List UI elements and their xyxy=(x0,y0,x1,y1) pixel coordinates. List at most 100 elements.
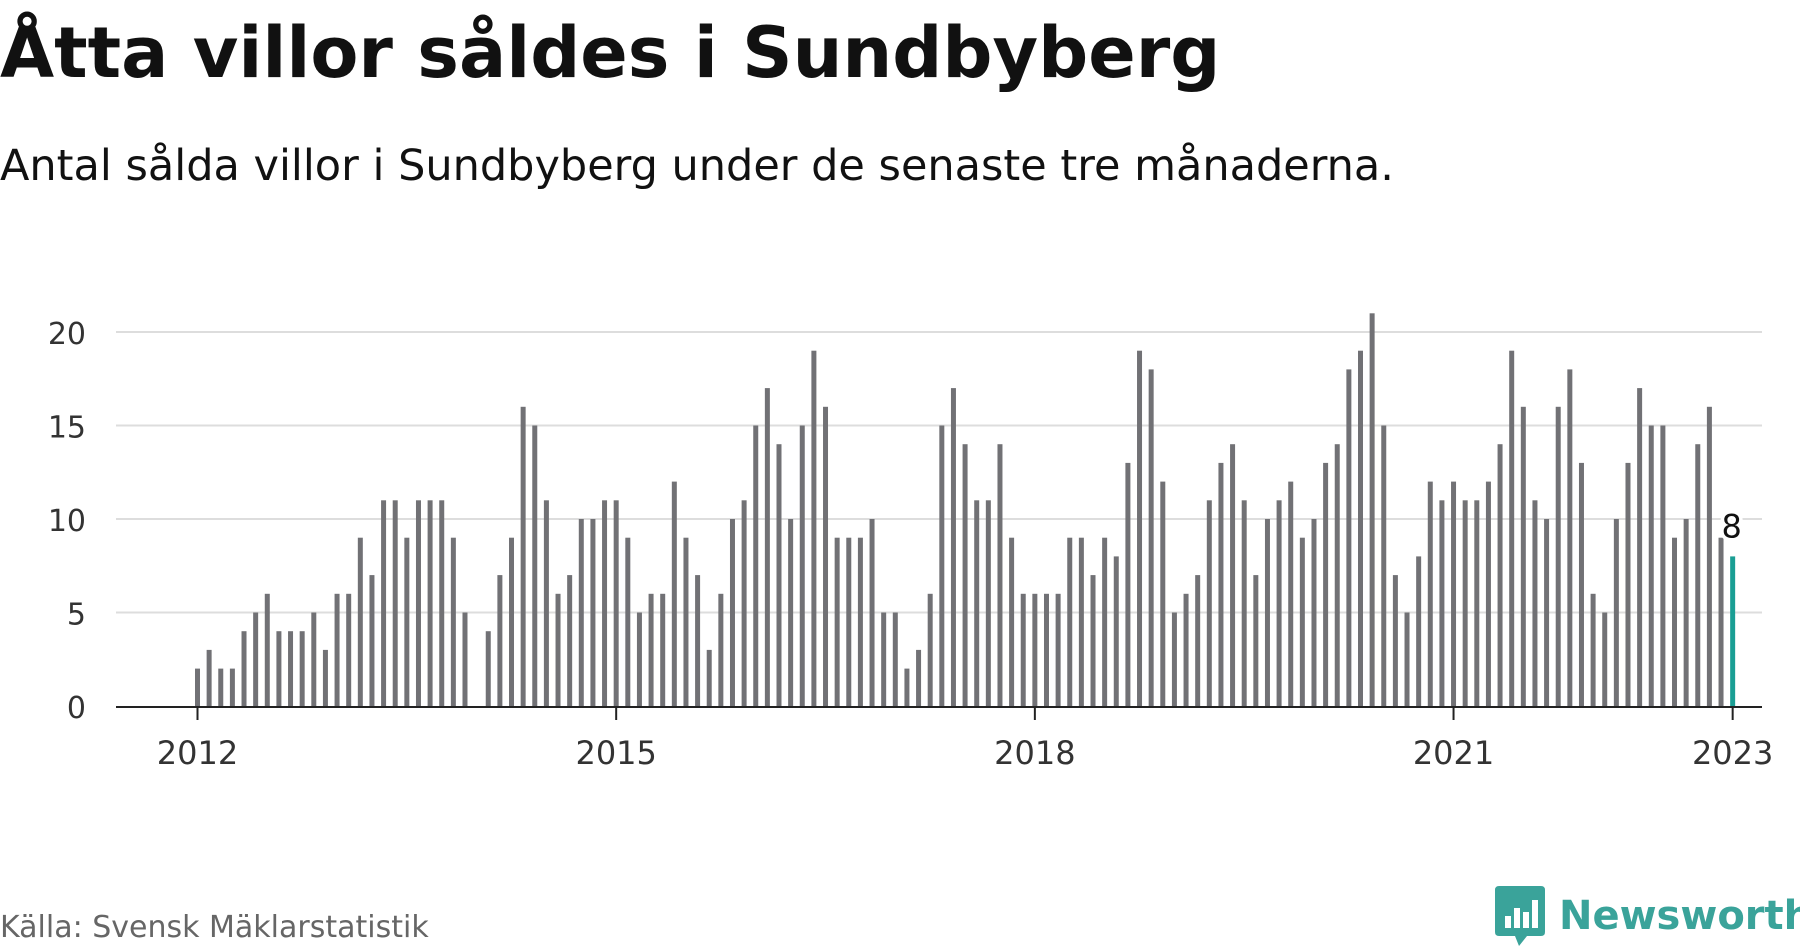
bar xyxy=(1381,425,1387,706)
bar xyxy=(218,668,224,706)
bar xyxy=(1544,519,1550,706)
bar xyxy=(648,593,654,706)
bar xyxy=(578,519,584,706)
bar xyxy=(1683,519,1689,706)
bar xyxy=(1451,481,1457,706)
bar xyxy=(997,444,1003,706)
bar xyxy=(1043,593,1049,706)
bar xyxy=(1346,369,1352,706)
bar xyxy=(253,612,259,706)
bar xyxy=(1520,406,1526,706)
x-tick-label: 2023 xyxy=(1692,734,1773,772)
bar xyxy=(869,519,875,706)
bar xyxy=(846,537,852,706)
bar xyxy=(881,612,887,706)
bar xyxy=(1078,537,1084,706)
y-tick-label: 20 xyxy=(48,317,86,352)
bar xyxy=(636,612,642,706)
bar xyxy=(1497,444,1503,706)
bar xyxy=(299,631,305,706)
bar xyxy=(462,612,468,706)
brand-logo: Newsworthy xyxy=(1495,884,1800,948)
bar xyxy=(1218,462,1224,706)
bar xyxy=(509,537,515,706)
bar xyxy=(276,631,282,706)
bar xyxy=(381,500,387,706)
bar xyxy=(1276,500,1282,706)
bar xyxy=(1148,369,1154,706)
bar xyxy=(1485,481,1491,706)
bar xyxy=(450,537,456,706)
bar xyxy=(1264,519,1270,706)
bar xyxy=(357,537,363,706)
bar xyxy=(985,500,991,706)
bar xyxy=(1404,612,1410,706)
bar xyxy=(613,500,619,706)
bar xyxy=(625,537,631,706)
bar xyxy=(1230,444,1236,706)
bar xyxy=(1334,444,1340,706)
bar xyxy=(1206,500,1212,706)
bar xyxy=(1369,313,1375,706)
bar xyxy=(1392,575,1398,706)
newsworthy-logo-icon xyxy=(1495,886,1545,946)
bar xyxy=(1509,350,1515,706)
bar xyxy=(916,649,922,706)
bar xyxy=(206,649,212,706)
bar xyxy=(439,500,445,706)
bar xyxy=(718,593,724,706)
bar xyxy=(1171,612,1177,706)
x-tick-label: 2018 xyxy=(994,734,1075,772)
bar xyxy=(311,612,317,706)
bar xyxy=(392,500,398,706)
bar xyxy=(1113,556,1119,706)
bar xyxy=(1311,519,1317,706)
bar xyxy=(1625,462,1631,706)
bar xyxy=(195,668,200,706)
bar xyxy=(404,537,410,706)
bar xyxy=(346,593,352,706)
bar xyxy=(1648,425,1654,706)
bar xyxy=(1474,500,1480,706)
bar xyxy=(927,593,933,706)
bar xyxy=(1660,425,1666,706)
bar xyxy=(660,593,666,706)
bar xyxy=(1253,575,1259,706)
bar xyxy=(485,631,491,706)
bar xyxy=(1090,575,1096,706)
bar xyxy=(1613,519,1619,706)
bar xyxy=(1009,537,1015,706)
bar xyxy=(555,593,561,706)
bar xyxy=(1439,500,1445,706)
bar xyxy=(1067,537,1073,706)
bar xyxy=(799,425,805,706)
bar xyxy=(1427,481,1433,706)
chart-title: Åtta villor såldes i Sundbyberg xyxy=(0,12,1221,94)
bar xyxy=(229,668,235,706)
bar xyxy=(288,631,294,706)
bar xyxy=(1532,500,1538,706)
bar xyxy=(264,593,270,706)
bar xyxy=(1195,575,1201,706)
bar xyxy=(1102,537,1108,706)
bar xyxy=(322,649,328,706)
bar xyxy=(857,537,863,706)
bar xyxy=(1602,612,1608,706)
bar xyxy=(1020,593,1026,706)
bar xyxy=(974,500,980,706)
bar xyxy=(1032,593,1038,706)
y-tick-label: 15 xyxy=(48,411,86,446)
y-tick-label: 5 xyxy=(67,598,86,633)
bar xyxy=(497,575,503,706)
bar xyxy=(590,519,596,706)
bar xyxy=(567,575,573,706)
bar xyxy=(1590,593,1596,706)
brand-name: Newsworthy xyxy=(1559,893,1800,939)
x-tick-label: 2021 xyxy=(1413,734,1494,772)
y-tick-label: 0 xyxy=(67,691,86,726)
bar xyxy=(1462,500,1468,706)
bar xyxy=(1183,593,1189,706)
bar xyxy=(950,388,956,706)
bar xyxy=(1416,556,1422,706)
bar xyxy=(764,388,770,706)
